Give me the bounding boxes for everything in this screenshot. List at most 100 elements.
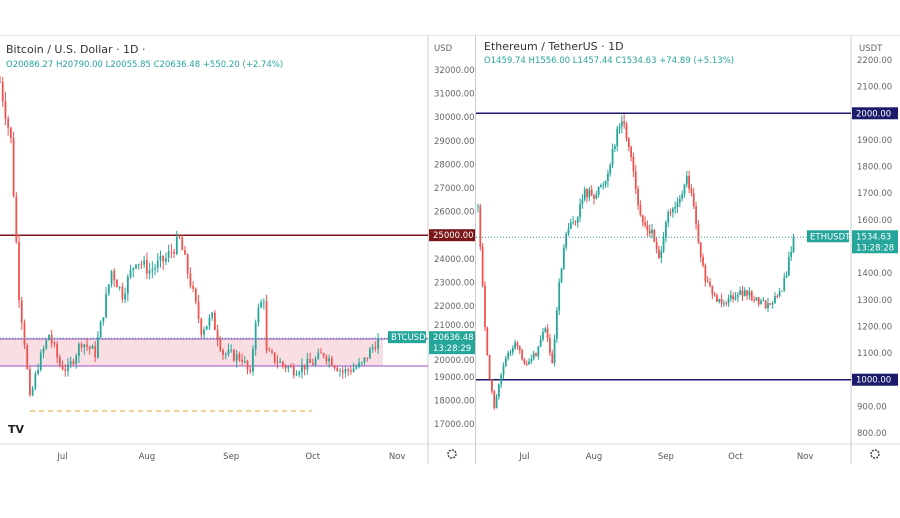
candle-body	[706, 281, 709, 283]
low: L20055.85	[105, 60, 151, 70]
candle-body	[597, 186, 600, 195]
candle-body	[235, 353, 238, 361]
candle-body	[137, 263, 140, 265]
tradingview-logo: TV	[8, 423, 25, 436]
candle-body	[516, 342, 519, 346]
candle-body	[224, 353, 227, 356]
eth-chart-panel[interactable]: 2200.00 2100.00 1900.00 1800.00 1700.00 1600.…	[476, 35, 900, 464]
level-price-label: 25000.00	[433, 231, 474, 241]
candle-body	[170, 251, 173, 253]
candle-body	[355, 367, 358, 369]
y-tick-label: 2100.00	[857, 83, 892, 93]
candle-body	[488, 355, 491, 380]
candle-body	[678, 198, 681, 203]
candle-body	[317, 352, 320, 359]
candle-body	[216, 330, 219, 341]
candle-body	[156, 260, 159, 268]
candle-body	[281, 361, 284, 366]
candle-body	[572, 222, 575, 223]
candle-body	[528, 361, 530, 365]
candle-body	[50, 334, 53, 344]
candle-body	[658, 249, 660, 259]
candle-body	[124, 293, 127, 300]
candle-body	[56, 344, 59, 358]
candle-body	[537, 346, 540, 357]
btc-currency[interactable]: USD	[434, 44, 453, 54]
candle-body	[347, 369, 350, 371]
candle-body	[86, 344, 88, 347]
change: +550.20 (+2.74%)	[202, 60, 284, 70]
candle-body	[690, 188, 693, 194]
candle-body	[699, 242, 702, 257]
candle-body	[211, 312, 214, 318]
y-tick-label: 18000.00	[434, 396, 475, 406]
candle-body	[107, 284, 110, 294]
candle-body	[774, 295, 776, 304]
candle-body	[509, 352, 512, 354]
y-tick-label: 1300.00	[857, 296, 892, 306]
close: C20636.48	[153, 60, 201, 70]
candle-body	[685, 175, 688, 185]
candle-body	[113, 270, 116, 281]
candle-body	[145, 260, 148, 274]
candle-body	[655, 241, 658, 250]
candle-body	[344, 369, 347, 373]
btc-chart-panel[interactable]: 32000.00 31000.00 30000.00 29000.00 28000.00…	[0, 35, 476, 464]
symbol-label: BTCUSD	[391, 333, 426, 343]
eth-currency[interactable]: USDT	[859, 44, 883, 54]
candle-body	[530, 358, 533, 362]
candle-body	[723, 303, 725, 305]
candle-body	[330, 358, 333, 367]
candle-body	[97, 337, 99, 358]
btc-title: Bitcoin / U.S. Dollar · 1D ·	[6, 43, 146, 56]
candle-body	[341, 370, 344, 373]
y-tick-label: 1800.00	[857, 163, 892, 173]
btc-chart[interactable]: 32000.00 31000.00 30000.00 29000.00 28000.00…	[0, 36, 475, 464]
symbol-tag	[388, 331, 426, 344]
candle-body	[504, 358, 507, 366]
candle-body	[94, 346, 97, 358]
candle-body	[9, 127, 12, 139]
candle-body	[574, 222, 577, 223]
x-tick-label: Oct	[305, 452, 320, 462]
x-tick-label: Jul	[518, 452, 529, 462]
candle-body	[69, 361, 72, 365]
candle-body	[306, 358, 309, 370]
eth-chart[interactable]: 2200.00 2100.00 1900.00 1800.00 1700.00 1600.…	[476, 36, 900, 464]
candle-body	[671, 208, 674, 213]
level-price-label: 1000.00	[856, 376, 891, 386]
candle-body	[374, 347, 377, 349]
candle-body	[523, 359, 526, 364]
candle-body	[567, 228, 570, 235]
candle-body	[767, 303, 769, 308]
y-tick-label: 1400.00	[857, 269, 892, 279]
candle-body	[246, 360, 249, 370]
y-tick-label: 1700.00	[857, 189, 892, 199]
settings-gear-icon[interactable]	[447, 449, 457, 459]
open: O20086.27	[6, 60, 54, 70]
candle-body	[15, 196, 18, 243]
candle-body	[739, 290, 742, 295]
candle-body	[743, 290, 746, 297]
candle-body	[637, 188, 639, 205]
y-tick-label: 29000.00	[434, 137, 475, 147]
candle-body	[197, 301, 200, 319]
candle-body	[762, 300, 765, 302]
candle-body	[143, 260, 146, 265]
candle-body	[518, 345, 521, 351]
candle-body	[639, 204, 642, 216]
candle-body	[507, 352, 510, 359]
candle-body	[558, 282, 561, 311]
candle-body	[110, 270, 113, 285]
candle-body	[711, 285, 714, 295]
x-tick-label: Sep	[223, 452, 239, 462]
candle-body	[339, 370, 341, 372]
candle-body	[45, 340, 48, 349]
candle-body	[544, 328, 547, 332]
settings-gear-icon[interactable]	[870, 449, 880, 459]
candle-body	[262, 301, 265, 303]
candle-body	[620, 121, 623, 127]
candle-body	[102, 317, 105, 322]
candle-body	[219, 340, 222, 351]
x-tick-label: Nov	[797, 452, 814, 462]
